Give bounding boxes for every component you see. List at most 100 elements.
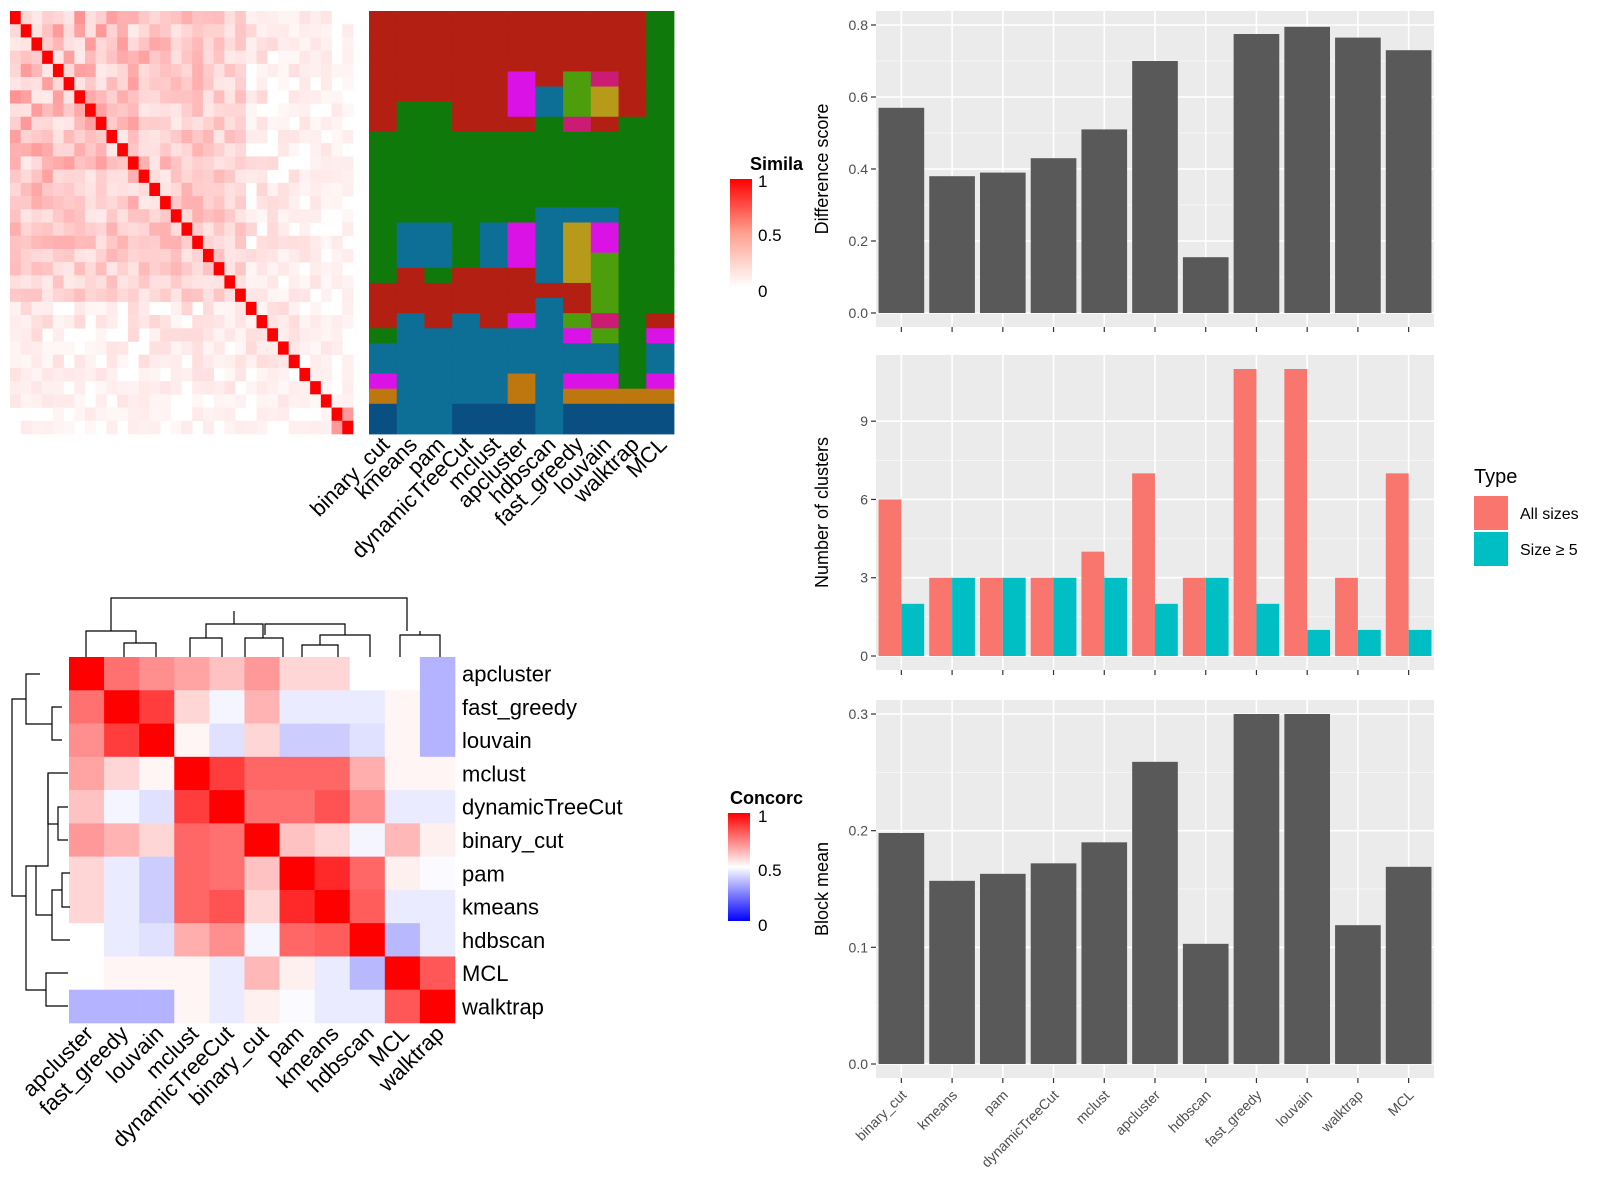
partition-cell xyxy=(452,343,481,359)
similarity-cell xyxy=(117,275,129,289)
similarity-cell xyxy=(235,275,247,289)
similarity-cell xyxy=(288,328,300,342)
similarity-cell xyxy=(245,169,257,184)
bar xyxy=(1030,863,1077,1064)
partition-cell xyxy=(369,86,398,103)
bar xyxy=(929,176,975,313)
similarity-cell xyxy=(267,341,279,355)
concordance-cell xyxy=(349,657,386,691)
similarity-cell xyxy=(299,209,311,223)
similarity-cell xyxy=(63,103,75,118)
concordance-cell xyxy=(349,956,386,991)
similarity-cell xyxy=(235,77,247,91)
similarity-cell xyxy=(245,275,257,289)
partition-cell xyxy=(563,192,592,208)
concordance-cell xyxy=(174,690,210,724)
partition-cell xyxy=(452,313,481,329)
partition-cell xyxy=(646,101,675,118)
similarity-cell xyxy=(127,129,139,144)
similarity-cell xyxy=(267,116,279,131)
concordance-cell xyxy=(279,756,315,791)
similarity-cell xyxy=(149,77,161,91)
similarity-cell xyxy=(106,367,118,382)
similarity-cell xyxy=(160,288,172,303)
concordance-legend-tick: 0 xyxy=(758,916,767,935)
partition-cell xyxy=(396,116,425,133)
partition-cell xyxy=(369,388,398,405)
similarity-cell xyxy=(10,222,22,237)
similarity-cell xyxy=(235,354,247,369)
similarity-cell xyxy=(63,196,75,210)
partition-cell xyxy=(590,146,619,163)
partition-cell xyxy=(535,131,564,148)
similarity-cell xyxy=(160,182,172,197)
similarity-cell xyxy=(31,103,43,118)
similarity-cell xyxy=(127,63,139,78)
similarity-cell xyxy=(202,301,214,316)
similarity-cell xyxy=(224,11,236,25)
similarity-cell xyxy=(181,196,193,210)
similarity-cell xyxy=(288,103,300,118)
similarity-cell xyxy=(149,24,161,38)
similarity-cell xyxy=(256,275,268,289)
partition-cell xyxy=(590,177,619,193)
concordance-heatmap: apclusterapclusterfast_greedyfast_greedy… xyxy=(11,597,623,1152)
similarity-cell xyxy=(213,24,225,38)
similarity-cell xyxy=(20,301,32,316)
similarity-cell xyxy=(42,209,54,223)
similarity-cell xyxy=(181,209,193,223)
similarity-cell xyxy=(213,262,225,276)
bar-all-sizes xyxy=(1284,369,1308,656)
similarity-cell xyxy=(106,301,118,316)
concordance-cell xyxy=(104,756,140,791)
similarity-cell xyxy=(74,407,86,422)
similarity-cell xyxy=(288,63,300,78)
partition-cell xyxy=(396,131,425,148)
partition-cell xyxy=(424,207,453,223)
similarity-cell xyxy=(117,103,129,118)
similarity-cell xyxy=(85,156,97,170)
similarity-cell xyxy=(63,129,75,144)
concordance-cell xyxy=(69,889,105,924)
similarity-cell xyxy=(342,420,354,435)
similarity-cell xyxy=(52,328,64,342)
similarity-cell xyxy=(10,63,22,78)
similarity-cell xyxy=(235,209,247,223)
concordance-cell xyxy=(244,823,280,857)
similarity-cell xyxy=(160,394,172,408)
similarity-cell xyxy=(267,262,279,276)
partition-cell xyxy=(563,373,592,390)
partition-cell xyxy=(590,41,619,57)
similarity-cell xyxy=(320,328,332,342)
similarity-cell xyxy=(277,248,289,263)
partition-cell xyxy=(563,267,592,284)
partition-cell xyxy=(646,373,675,390)
similarity-cell xyxy=(170,182,182,197)
similarity-cell xyxy=(299,116,311,131)
concordance-cell xyxy=(314,723,351,758)
partition-cell xyxy=(563,86,592,103)
similarity-cell xyxy=(138,182,150,197)
similarity-cell xyxy=(288,341,300,355)
similarity-cell xyxy=(320,196,332,210)
similarity-cell xyxy=(170,262,182,276)
y-axis-title: Block mean xyxy=(812,842,832,936)
concordance-cell xyxy=(139,657,175,691)
similarity-cell xyxy=(20,103,32,118)
bar xyxy=(979,873,1026,1064)
similarity-cell xyxy=(235,156,247,170)
concordance-cell xyxy=(174,790,210,824)
concordance-cell xyxy=(209,956,245,991)
similarity-cell xyxy=(331,235,343,250)
similarity-cell xyxy=(277,328,289,342)
similarity-cell xyxy=(245,420,257,435)
similarity-cell xyxy=(149,50,161,65)
similarity-cell xyxy=(245,37,257,51)
similarity-cell xyxy=(117,156,129,170)
similarity-cell xyxy=(170,143,182,157)
similarity-cell xyxy=(192,315,204,329)
similarity-cell xyxy=(192,11,204,25)
bar-size-ge-5 xyxy=(1002,577,1026,656)
similarity-cell xyxy=(74,301,86,316)
similarity-cell xyxy=(213,354,225,369)
